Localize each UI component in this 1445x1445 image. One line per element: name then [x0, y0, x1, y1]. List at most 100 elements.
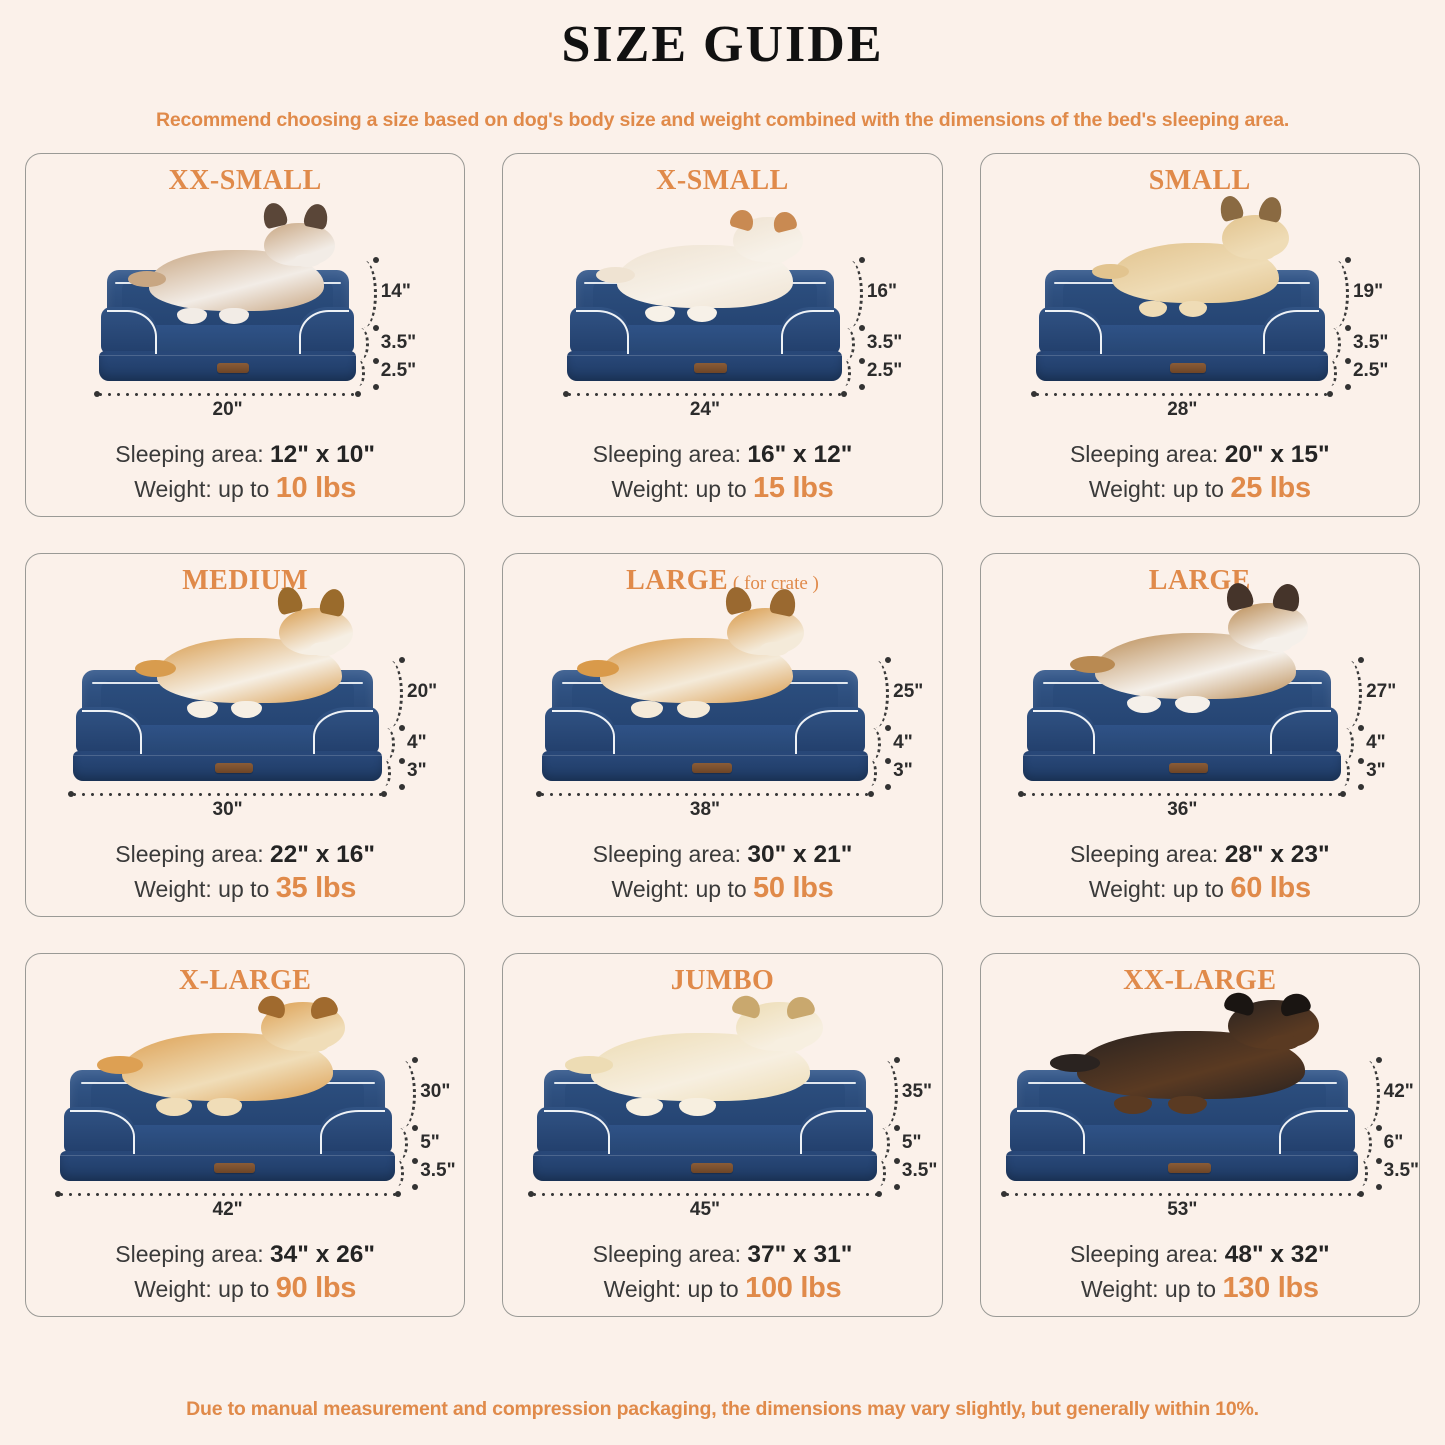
base-dimension-arc: [1358, 1160, 1368, 1186]
pet-tail: [97, 1056, 144, 1074]
mid-dimension-dot: [893, 1125, 900, 1132]
size-card-specs: Sleeping area: 37" x 31" Weight: up to 1…: [503, 1239, 941, 1316]
mid-dimension-arc: [841, 327, 855, 361]
width-dimension-line: [69, 792, 386, 796]
width-dimension-line: [564, 392, 846, 396]
pet-snout: [1266, 1035, 1301, 1050]
height-dimension-label: 30": [420, 1081, 451, 1103]
base-dimension-dot-mid: [399, 757, 406, 764]
bed-piping-arm-right: [1262, 309, 1320, 355]
bed-piping-arm-left: [543, 1109, 611, 1155]
base-dimension-dot-bottom: [1375, 1184, 1382, 1191]
weight-value: 100 lbs: [745, 1272, 842, 1305]
bed-sleeping-surface: [125, 1125, 331, 1155]
bed-logo-patch: [217, 362, 249, 373]
base-dimension-label: 2.5": [866, 360, 903, 382]
width-dimension-cap-right: [1327, 391, 1334, 398]
size-card-specs: Sleeping area: 22" x 16" Weight: up to 3…: [26, 839, 464, 916]
sleeping-area-value: 48" x 32": [1224, 1240, 1330, 1268]
size-card[interactable]: SMALL: [979, 153, 1420, 518]
pet-illustration-dog-corgi: [135, 584, 353, 718]
mid-dimension-label: 4": [1366, 731, 1386, 753]
bed-sleeping-surface: [1092, 325, 1272, 355]
size-card[interactable]: JUMBO: [502, 953, 943, 1318]
sleeping-area-value: 30" x 21": [747, 840, 853, 868]
pet-paw-left: [1138, 301, 1168, 317]
bed-logo-patch: [690, 1162, 733, 1173]
bed-base-seam: [72, 754, 383, 757]
bed-logo-patch: [691, 762, 732, 773]
size-card-title: XX-SMALL: [168, 167, 321, 195]
base-dimension-label: 3": [407, 760, 427, 782]
size-card[interactable]: XX-LARGE: [979, 953, 1420, 1318]
height-dimension-dot-top: [372, 256, 379, 263]
dog-bed: [57, 1069, 399, 1181]
width-dimension-line: [538, 792, 872, 796]
weight-label: Weight: up to: [611, 476, 747, 503]
size-name: X-SMALL: [656, 165, 789, 197]
width-dimension-line: [1002, 1192, 1362, 1196]
width-dimension-label: 30": [212, 798, 243, 820]
pet-snout: [297, 1037, 329, 1053]
pet-tail: [135, 660, 176, 678]
weight-label: Weight: up to: [611, 876, 747, 903]
size-card[interactable]: LARGE: [979, 553, 1420, 918]
pet-snout: [1250, 246, 1276, 260]
base-dimension-arc: [1327, 360, 1337, 386]
sleeping-area-label: Sleeping area:: [592, 440, 741, 467]
bed-piping-arm-left: [1033, 709, 1095, 755]
base-dimension-dot-bottom: [858, 384, 865, 391]
base-dimension-dot-mid: [412, 1157, 419, 1164]
bed-piping-arm-right: [298, 309, 349, 355]
bed-piping-arm-left: [1045, 309, 1102, 355]
size-card[interactable]: MEDIUM: [25, 553, 466, 918]
width-dimension-cap-left: [54, 1191, 61, 1198]
size-card[interactable]: X-SMALL: [502, 153, 943, 518]
pet-tail: [576, 660, 620, 678]
base-dimension-dot-bottom: [1358, 784, 1365, 791]
width-dimension-label: 45": [689, 1198, 721, 1220]
base-dimension-dot-bottom: [885, 784, 892, 791]
weight-line: Weight: up to 130 lbs: [989, 1270, 1411, 1307]
size-card[interactable]: LARGE ( for crate ): [502, 553, 943, 918]
sleeping-area-line: Sleeping area: 34" x 26": [34, 1239, 456, 1270]
width-dimension-cap-right: [355, 391, 362, 398]
size-card[interactable]: X-LARGE: [25, 953, 466, 1318]
mid-dimension-dot: [399, 725, 406, 732]
weight-label: Weight: up to: [134, 1276, 270, 1303]
bed-piping-arm-right: [319, 1109, 385, 1155]
base-dimension-label: 2.5": [1352, 360, 1389, 382]
pet-paw-left: [1126, 696, 1162, 713]
bed-base-seam: [1023, 754, 1342, 757]
height-dimension-label: 25": [893, 681, 924, 703]
bed-logo-patch: [1170, 362, 1207, 373]
bed-base-seam: [98, 354, 357, 357]
mid-dimension-label: 4": [893, 731, 913, 753]
base-dimension-label: 3.5": [901, 1160, 938, 1182]
width-dimension-label: 28": [1167, 398, 1198, 420]
pet-ear-right: [1271, 581, 1303, 613]
height-dimension-label: 35": [901, 1081, 933, 1103]
pet-illustration-dog-shihtzu: [596, 207, 804, 323]
sleeping-area-label: Sleeping area:: [592, 840, 741, 867]
mid-dimension-dot: [412, 1125, 419, 1132]
size-card[interactable]: XX-SMALL: [25, 153, 466, 518]
width-dimension-cap-left: [94, 391, 101, 398]
base-dimension-arc: [394, 1160, 405, 1186]
pet-paw-right: [678, 1098, 716, 1116]
height-dimension-label: 16": [866, 281, 897, 303]
mid-dimension-arc: [355, 327, 369, 361]
pet-snout: [1261, 637, 1293, 652]
pet-paw-left: [645, 305, 676, 323]
bed-illustration: 20" 4" 3" 30": [26, 584, 464, 839]
height-dimension-arc-top: [355, 259, 377, 328]
bed-sleeping-surface: [620, 325, 790, 355]
bed-piping-arm-right: [312, 709, 373, 755]
weight-value: 15 lbs: [753, 472, 834, 505]
sleeping-area-value: 20" x 15": [1224, 440, 1330, 468]
pet-illustration-dog-frenchbulldog: [1092, 193, 1289, 317]
weight-line: Weight: up to 50 lbs: [511, 870, 933, 907]
mid-dimension-arc: [867, 727, 882, 761]
bed-base-seam: [533, 1154, 877, 1157]
base-dimension-label: 3.5": [420, 1160, 456, 1182]
